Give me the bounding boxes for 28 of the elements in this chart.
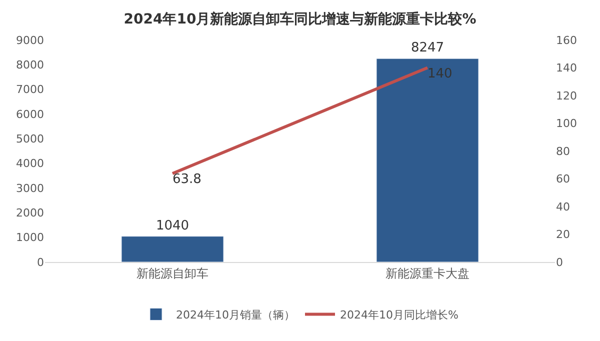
data-label: 63.8 xyxy=(172,172,202,188)
y-tick-label: 2000 xyxy=(16,206,44,220)
y-tick-label: 1000 xyxy=(16,231,44,244)
legend-label: 2024年10月销量（辆） xyxy=(176,308,295,322)
y-tick-label: 5000 xyxy=(16,132,44,146)
y-tick-label: 4000 xyxy=(16,157,44,170)
y2-tick-label: 40 xyxy=(556,200,570,214)
y-tick-label: 9000 xyxy=(16,34,44,47)
y-tick-label: 0 xyxy=(37,256,44,269)
y2-tick-label: 160 xyxy=(556,34,577,47)
y2-tick-label: 120 xyxy=(556,89,577,102)
chart-title: 2024年10月新能源自卸车同比增速与新能源重卡比较% xyxy=(124,10,476,28)
data-label: 8247 xyxy=(410,40,444,56)
y-tick-label: 7000 xyxy=(16,83,44,96)
x-tick-label: 新能源自卸车 xyxy=(136,266,208,280)
y-tick-label: 3000 xyxy=(16,182,44,195)
y2-tick-label: 100 xyxy=(556,117,577,130)
y-tick-label: 8000 xyxy=(16,58,44,72)
y2-tick-label: 60 xyxy=(556,172,570,186)
data-label: 140 xyxy=(428,66,452,82)
y2-tick-label: 80 xyxy=(556,144,570,158)
y2-tick-label: 0 xyxy=(556,256,563,269)
y-tick-label: 6000 xyxy=(16,108,44,121)
data-label: 1040 xyxy=(156,218,190,234)
y2-tick-label: 140 xyxy=(556,62,577,75)
x-tick-label: 新能源重卡大盘 xyxy=(386,266,470,280)
y2-tick-label: 20 xyxy=(556,228,570,242)
legend-label: 2024年10月同比增长% xyxy=(340,308,458,322)
